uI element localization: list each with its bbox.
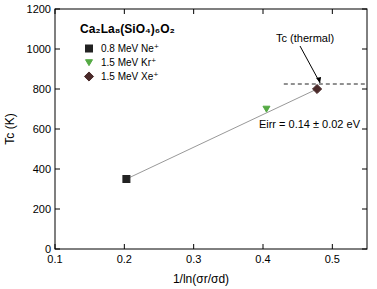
arrow-head bbox=[316, 77, 321, 83]
legend-label: 0.8 MeV Ne⁺ bbox=[101, 43, 159, 54]
data-point bbox=[123, 176, 130, 183]
legend-marker bbox=[86, 45, 93, 52]
legend-marker bbox=[86, 60, 93, 66]
data-point bbox=[313, 84, 322, 93]
x-tick-label: 0.4 bbox=[255, 253, 270, 265]
annotation-arrow bbox=[300, 46, 320, 83]
y-tick-right bbox=[362, 129, 367, 130]
plot-marks bbox=[123, 84, 367, 183]
y-tick-right bbox=[362, 209, 367, 210]
y-tick-label: 200 bbox=[33, 203, 51, 215]
x-tick bbox=[263, 244, 264, 249]
y-tick bbox=[55, 89, 60, 90]
x-tick-top bbox=[263, 9, 264, 14]
y-tick-right bbox=[362, 249, 367, 250]
x-tick-label: 0.5 bbox=[325, 253, 340, 265]
legend-label: 1.5 MeV Kr⁺ bbox=[101, 57, 156, 68]
annotation: Eirr = 0.14 ± 0.02 eV bbox=[259, 118, 361, 130]
x-tick bbox=[332, 244, 333, 249]
y-tick-label: 0 bbox=[45, 243, 51, 255]
y-tick-label: 400 bbox=[33, 163, 51, 175]
annotation: Tc (thermal) bbox=[276, 32, 334, 44]
y-tick-label: 1200 bbox=[27, 3, 51, 15]
x-tick bbox=[124, 244, 125, 249]
y-tick-label: 1000 bbox=[27, 43, 51, 55]
x-tick bbox=[193, 244, 194, 249]
x-tick bbox=[55, 244, 56, 249]
x-tick-top bbox=[193, 9, 194, 14]
x-axis-label: 1/ln(σr/σd) bbox=[173, 272, 229, 286]
y-tick bbox=[55, 9, 60, 10]
y-tick bbox=[55, 249, 60, 250]
data-point bbox=[263, 106, 270, 112]
x-tick-top bbox=[124, 9, 125, 14]
legend-title: Ca₂La₈(SiO₄)₆O₂ bbox=[80, 22, 175, 36]
y-tick-right bbox=[362, 89, 367, 90]
y-tick bbox=[55, 209, 60, 210]
y-tick bbox=[55, 49, 60, 50]
y-tick bbox=[55, 129, 60, 130]
y-tick-label: 800 bbox=[33, 83, 51, 95]
chart: 0.10.20.30.40.50200400600800100012001/ln… bbox=[0, 0, 377, 289]
y-tick bbox=[55, 169, 60, 170]
x-tick-label: 0.3 bbox=[186, 253, 201, 265]
y-axis-label: Tc (K) bbox=[3, 113, 17, 144]
x-tick-top bbox=[332, 9, 333, 14]
y-tick-right bbox=[362, 9, 367, 10]
y-tick-label: 600 bbox=[33, 123, 51, 135]
legend-label: 1.5 MeV Xe⁺ bbox=[101, 71, 159, 82]
y-tick-right bbox=[362, 49, 367, 50]
plot-frame bbox=[55, 9, 367, 249]
legend-marker bbox=[84, 72, 93, 81]
fit-line bbox=[126, 89, 317, 179]
y-tick-right bbox=[362, 169, 367, 170]
x-tick-label: 0.2 bbox=[117, 253, 132, 265]
thermal-line bbox=[284, 84, 367, 85]
x-tick-top bbox=[55, 9, 56, 14]
